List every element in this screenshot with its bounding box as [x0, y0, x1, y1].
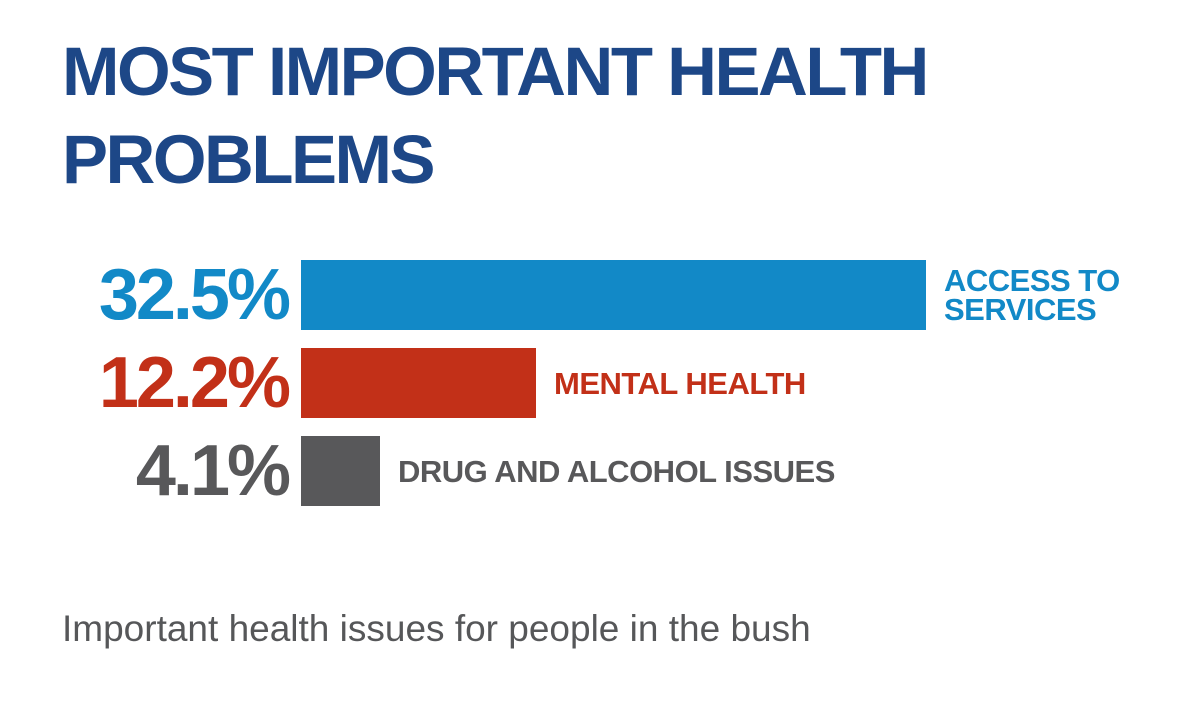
value-label: 12.2% [98, 343, 291, 423]
bar-row: 12.2% MENTAL HEALTH [62, 343, 1200, 423]
category-label: MENTAL HEALTH [554, 365, 806, 401]
value-label: 4.1% [135, 431, 291, 511]
chart-title: MOST IMPORTANT HEALTH PROBLEMS [62, 33, 929, 198]
bar [301, 260, 926, 330]
bar-chart: 32.5% ACCESS TO SERVICES 12.2% MENTAL HE… [62, 255, 1200, 511]
bar-row: 32.5% ACCESS TO SERVICES [62, 255, 1200, 335]
category-label: DRUG AND ALCOHOL ISSUES [398, 453, 835, 489]
bar-row: 4.1% DRUG AND ALCOHOL ISSUES [62, 431, 1200, 511]
category-label: ACCESS TO SERVICES [944, 263, 1120, 327]
value-label: 32.5% [98, 255, 291, 335]
bar [301, 436, 380, 506]
bar [301, 348, 536, 418]
chart-caption: Important health issues for people in th… [62, 608, 811, 649]
